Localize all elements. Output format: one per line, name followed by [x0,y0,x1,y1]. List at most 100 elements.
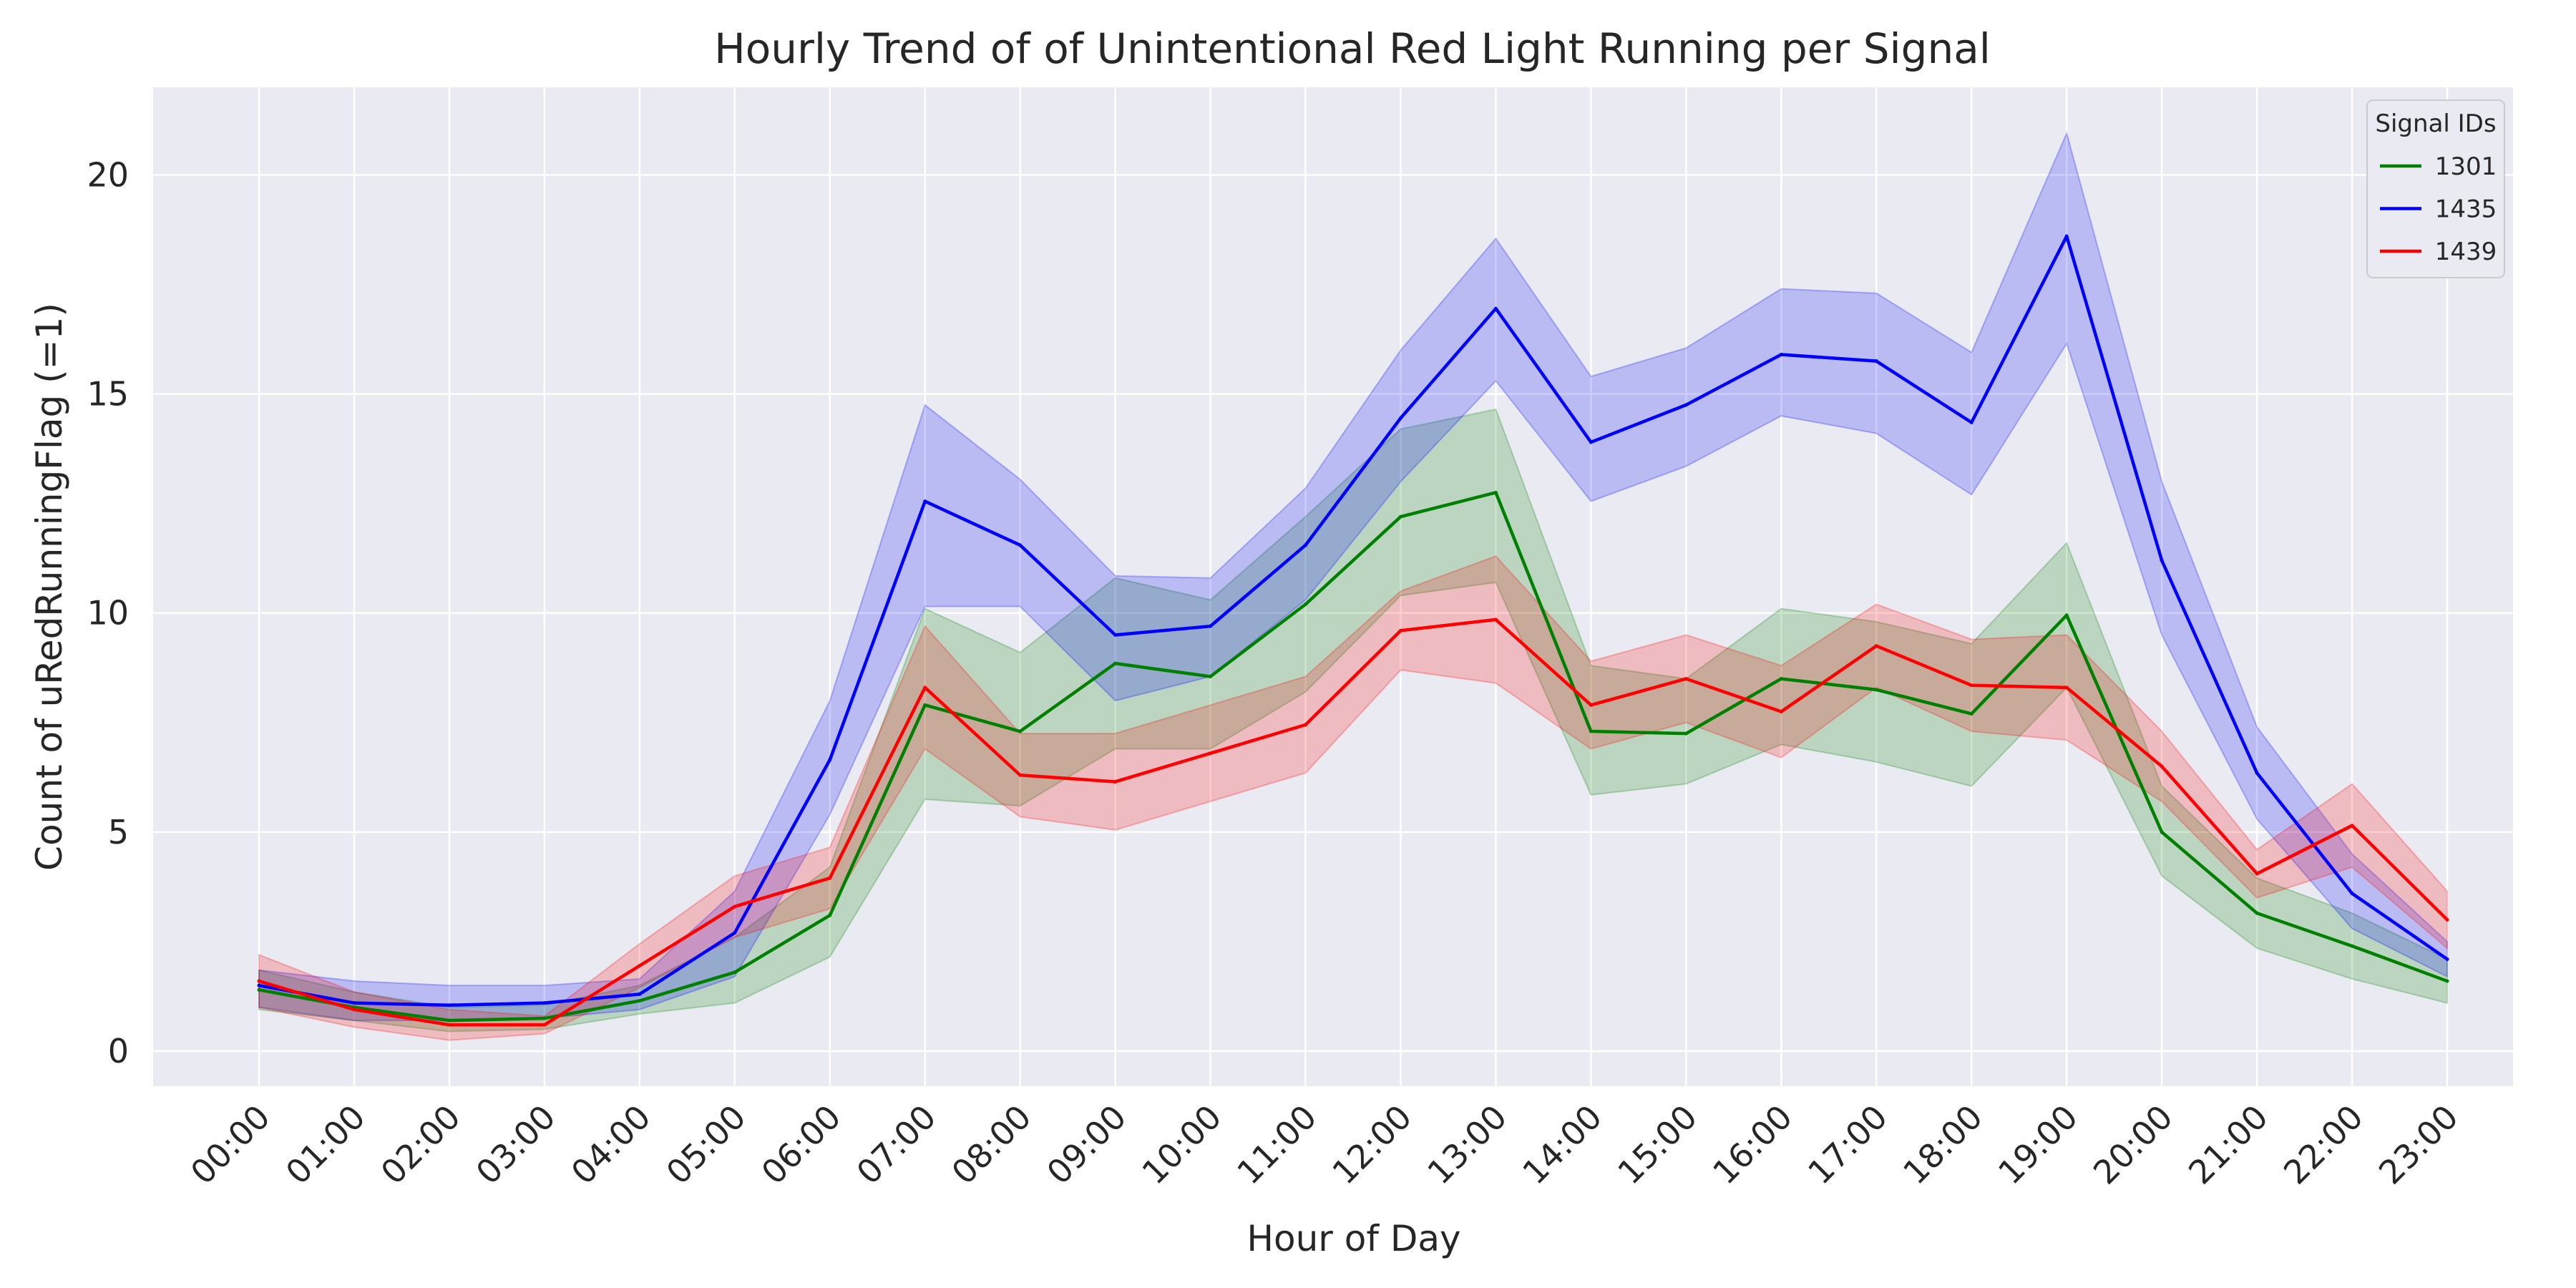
y-tick-label: 0 [108,1032,129,1070]
data-point-1439 [1874,644,1878,648]
data-point-1439 [257,979,261,983]
data-point-1301 [1304,602,1308,606]
x-tick-label: 03:00 [469,1098,563,1192]
legend-label-1435: 1435 [2435,195,2497,224]
data-point-1435 [733,931,737,935]
x-tick-label: 22:00 [2276,1098,2371,1192]
data-point-1439 [2350,824,2354,828]
x-tick-label: 20:00 [2086,1098,2180,1192]
legend: Signal IDs 1301 1435 1439 [2366,99,2505,278]
data-point-1301 [257,987,261,992]
data-point-1435 [1209,624,1213,628]
y-axis-title: Count of uRedRunningFlag (=1) [29,303,70,871]
data-point-1301 [828,913,832,917]
data-point-1435 [1779,352,1783,356]
series-line-1439 [258,618,2449,1027]
x-tick-label: 14:00 [1515,1098,1609,1192]
data-point-1435 [1018,543,1023,547]
data-point-1301 [1209,675,1213,679]
x-tick-label: 04:00 [564,1098,658,1192]
legend-label-1301: 1301 [2435,152,2497,181]
confidence-bands [258,131,2448,1041]
data-point-1435 [352,1001,356,1005]
data-point-1435 [447,1003,452,1008]
data-point-1439 [352,1008,356,1012]
x-tick-label: 06:00 [754,1098,849,1192]
data-point-1439 [1113,779,1118,784]
data-point-1435 [1589,440,1593,444]
data-point-1435 [638,992,642,996]
data-point-1435 [923,499,927,504]
x-tick-label: 18:00 [1896,1098,1990,1192]
data-point-1301 [1779,677,1783,681]
x-tick-label: 10:00 [1134,1098,1229,1192]
x-tick-label: 17:00 [1800,1098,1895,1192]
data-point-1301 [638,999,642,1003]
data-point-1301 [1969,712,1974,716]
x-tick-label: 00:00 [183,1098,278,1192]
data-point-1439 [2445,917,2449,922]
y-tick-label: 20 [87,155,129,194]
data-point-1435 [828,758,832,762]
data-point-1301 [923,703,927,707]
data-point-1301 [447,1018,452,1023]
data-point-1439 [1493,618,1498,622]
x-tick-label: 12:00 [1324,1098,1419,1192]
data-point-1301 [1493,490,1498,494]
data-point-1301 [1018,729,1023,733]
series-lines [257,234,2449,1027]
data-point-1301 [733,970,737,975]
data-point-1439 [1589,703,1593,707]
x-tick-label: 07:00 [849,1098,944,1192]
x-tick-label: 16:00 [1705,1098,1800,1192]
x-tick-label: 15:00 [1610,1098,1704,1192]
data-point-1301 [2255,911,2259,915]
data-point-1439 [1209,751,1213,756]
data-point-1439 [1304,723,1308,727]
plot-background [153,87,2513,1086]
data-point-1435 [1493,306,1498,311]
x-tick-labels: 00:00 01:00 02:00 03:00 04:00 05:00 06:00 07:00… [183,1098,2466,1192]
data-point-1435 [1684,403,1688,407]
data-point-1301 [1684,731,1688,736]
confidence-band-1301 [258,408,2448,1033]
data-point-1439 [1779,710,1783,713]
x-tick-label: 01:00 [278,1098,373,1192]
y-tick-label: 15 [87,375,129,414]
legend-entries: 1301 1435 1439 [2380,152,2497,266]
x-tick-label: 13:00 [1420,1098,1514,1192]
data-point-1435 [1304,543,1308,547]
confidence-band-1435 [258,131,2448,1022]
data-point-1435 [2160,558,2164,562]
data-point-1435 [2255,771,2259,775]
data-point-1435 [1398,416,1402,420]
x-tick-label: 11:00 [1229,1098,1324,1192]
data-point-1439 [1684,677,1688,681]
x-tick-label: 08:00 [944,1098,1038,1192]
data-point-1439 [1969,683,1974,688]
data-point-1435 [2445,957,2449,961]
x-axis-title: Hour of Day [1246,1218,1460,1259]
data-point-1439 [2255,872,2259,876]
y-tick-labels: 0 5 10 15 20 [87,155,129,1070]
data-point-1301 [542,1016,547,1020]
data-point-1439 [1018,773,1023,777]
data-point-1439 [2064,686,2069,690]
data-point-1435 [1113,633,1118,637]
data-point-1301 [1589,729,1593,733]
x-tick-label: 05:00 [659,1098,753,1192]
data-point-1439 [1398,628,1402,633]
data-point-1439 [447,1023,452,1027]
y-tick-label: 10 [87,594,129,633]
data-point-1439 [923,686,927,690]
data-point-1435 [542,1001,547,1005]
series-line-1435 [258,234,2449,1007]
data-point-1439 [733,904,737,909]
data-point-1435 [2350,892,2354,896]
x-tick-label: 02:00 [374,1098,468,1192]
legend-label-1439: 1439 [2435,238,2497,266]
data-point-1301 [2064,613,2069,618]
x-tick-label: 09:00 [1039,1098,1133,1192]
data-point-1301 [2445,979,2449,983]
